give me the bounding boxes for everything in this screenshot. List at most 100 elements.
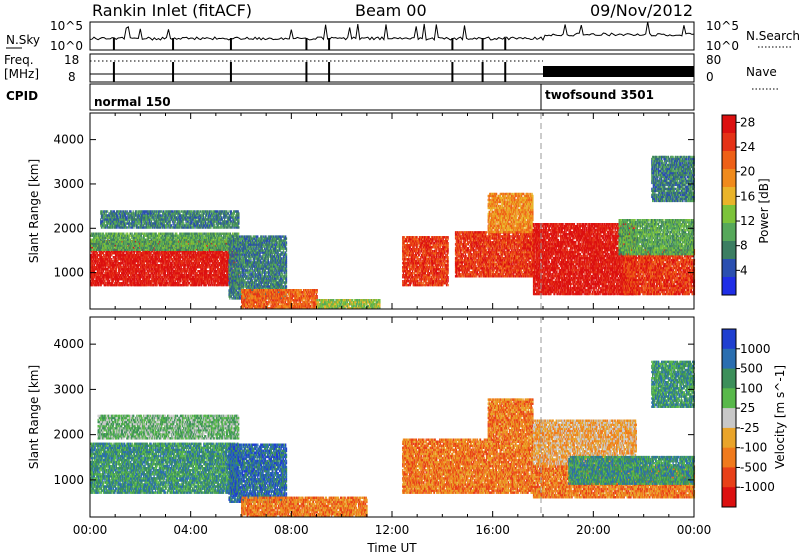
power-cell: [162, 262, 164, 265]
power-cell: [163, 256, 165, 259]
power-cell: [175, 264, 177, 267]
power-cell: [160, 282, 162, 285]
power-cell: [109, 262, 111, 265]
power-cell: [159, 278, 161, 281]
power-cell: [136, 268, 138, 271]
power-cell: [139, 270, 141, 273]
power-cell: [172, 254, 174, 257]
power-cell: [111, 264, 113, 267]
power-cell: [142, 258, 145, 261]
power-cell: [108, 262, 111, 265]
power-cell: [111, 258, 113, 261]
power-cell: [90, 248, 93, 251]
power-cell: [153, 266, 155, 269]
power-cell: [116, 254, 118, 257]
power-cell: [142, 260, 145, 263]
power-cell: [150, 260, 152, 263]
power-cell: [127, 256, 129, 259]
power-cell: [96, 264, 98, 267]
power-cell: [138, 262, 140, 265]
power-cell: [157, 270, 160, 273]
power-cell: [139, 266, 142, 269]
power-cell: [94, 272, 96, 275]
power-cell: [115, 282, 118, 285]
power-cell: [108, 264, 111, 267]
power-cell: [164, 256, 167, 259]
power-cell: [157, 252, 159, 255]
power-cell: [129, 272, 131, 275]
power-cell: [97, 282, 99, 285]
power-cell: [127, 254, 130, 257]
power-cell: [143, 252, 145, 255]
power-cell: [134, 272, 136, 275]
power-cell: [124, 270, 126, 273]
power-cell: [116, 258, 118, 261]
power-cell: [108, 260, 111, 263]
power-cell: [161, 262, 164, 265]
power-cell: [163, 268, 165, 271]
power-cell: [150, 268, 152, 271]
power-cell: [101, 256, 103, 259]
power-cell: [133, 274, 135, 277]
power-cell: [112, 250, 115, 253]
nsearch-tick-top: 10^5: [706, 19, 739, 33]
power-cell: [164, 283, 167, 287]
power-cell: [90, 240, 93, 243]
power-cell: [120, 276, 122, 279]
power-cell: [97, 278, 99, 281]
power-cell: [144, 283, 146, 287]
power-cell: [133, 254, 136, 257]
power-cell: [129, 264, 131, 267]
power-cell: [114, 276, 117, 279]
power-cell: [169, 276, 171, 279]
power-cell: [162, 272, 164, 275]
power-cell: [122, 278, 124, 281]
power-cell: [154, 264, 156, 267]
power-cell: [150, 252, 152, 255]
power-cell: [108, 272, 111, 275]
power-cell: [93, 248, 95, 251]
power-cell: [160, 260, 162, 263]
power-cell: [117, 266, 120, 269]
power-cell: [122, 274, 124, 277]
power-cell: [90, 250, 93, 253]
power-cell: [113, 256, 115, 259]
power-cell: [145, 282, 147, 285]
power-cell: [145, 254, 148, 257]
power-cell: [147, 270, 149, 273]
power-cell: [127, 250, 129, 253]
power-cell: [176, 278, 178, 281]
power-cell: [173, 256, 176, 259]
power-cell: [170, 250, 172, 253]
power-cell: [156, 254, 158, 257]
power-cell: [170, 283, 173, 287]
power-cell: [167, 252, 169, 255]
power-cell: [140, 282, 142, 285]
power-cell: [127, 252, 130, 255]
power-cell: [114, 244, 116, 247]
power-cell: [99, 280, 102, 283]
power-cell: [130, 264, 133, 267]
power-cell: [139, 250, 142, 253]
power-cell: [161, 250, 163, 253]
power-cell: [115, 250, 118, 253]
power-cell: [163, 270, 165, 273]
power-cell: [138, 283, 140, 287]
power-cell: [158, 264, 161, 267]
power-cell: [102, 270, 105, 273]
power-cell: [168, 276, 170, 279]
power-cell: [124, 264, 127, 267]
power-cell: [123, 270, 125, 273]
power-cell: [143, 280, 145, 283]
power-cell: [136, 252, 138, 255]
power-cell: [170, 280, 173, 283]
power-cell: [111, 240, 113, 243]
power-cell: [176, 276, 178, 279]
power-cell: [174, 270, 176, 273]
power-cell: [164, 266, 167, 269]
power-cell: [161, 266, 164, 269]
power-cell: [100, 252, 102, 255]
power-cell: [152, 260, 155, 263]
power-cell: [130, 276, 132, 279]
power-cell: [122, 268, 124, 271]
